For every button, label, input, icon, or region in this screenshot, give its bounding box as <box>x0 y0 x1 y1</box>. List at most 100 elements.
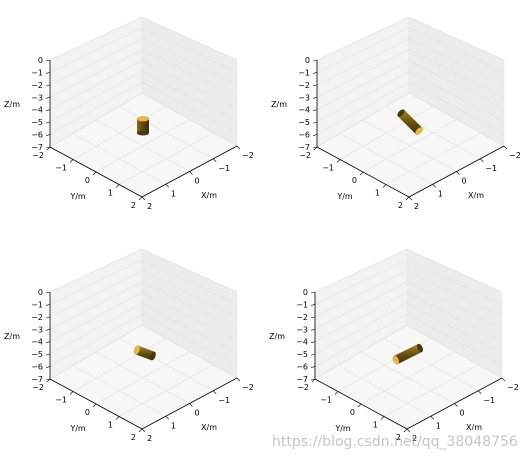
z-tick-label: −5 <box>31 118 43 127</box>
z-tick-label: 0 <box>38 288 43 297</box>
y-gridline <box>118 132 214 185</box>
y-tick-label: 2 <box>131 201 136 210</box>
y-tick <box>115 416 120 420</box>
y-gridline <box>314 324 408 380</box>
y-tick <box>69 159 74 163</box>
y-tick-label: −2 <box>299 151 311 160</box>
y-gridline <box>316 92 410 148</box>
y-tick <box>405 196 410 201</box>
y-tick <box>115 184 120 188</box>
x-tick-label: −1 <box>485 164 497 173</box>
z-gridline <box>316 49 505 98</box>
y-tick <box>311 378 316 383</box>
y-tick <box>403 428 408 433</box>
z-gridline <box>49 302 238 355</box>
z-gridline <box>49 16 238 61</box>
z-tick-label: −2 <box>31 313 43 322</box>
z-tick-label: −1 <box>31 68 43 77</box>
z-gridline <box>49 27 238 73</box>
z-gridline <box>49 49 238 98</box>
z-tick-label: −6 <box>31 131 43 140</box>
z-tick-label: −1 <box>296 300 308 309</box>
y-tick-label: −1 <box>320 396 332 405</box>
z-tick-label: −5 <box>31 350 43 359</box>
z-tick <box>45 146 51 149</box>
y-tick-label: 0 <box>350 408 355 417</box>
z-gridline <box>49 60 238 110</box>
z-tick <box>310 378 316 381</box>
y-tick <box>92 171 97 176</box>
y-tick <box>359 171 364 176</box>
z-tick-label: −2 <box>31 81 43 90</box>
z-tick <box>45 341 51 344</box>
y-tick-label: 0 <box>85 408 90 417</box>
x-tick <box>430 416 434 420</box>
y-gridline <box>383 364 479 417</box>
y-gridline <box>95 351 190 405</box>
z-gridline <box>314 302 503 355</box>
z-tick-label: −1 <box>31 300 43 309</box>
x-tick-label: 2 <box>414 202 419 211</box>
y-tick-label: 2 <box>398 201 403 210</box>
z-tick-label: −2 <box>298 81 310 90</box>
z-gridline <box>314 270 503 318</box>
z-tick-label: −5 <box>296 350 308 359</box>
x-tick-label: 1 <box>171 421 176 430</box>
z-gridline <box>49 313 238 367</box>
watermark: https://blog.csdn.net/qq_38048756 <box>272 434 518 450</box>
y-axis-label: Y/m <box>336 192 353 201</box>
z-tick <box>45 121 51 124</box>
x-tick <box>236 377 241 382</box>
x-tick-label: −2 <box>242 151 254 160</box>
z-tick <box>45 316 51 319</box>
z-tick <box>310 353 316 356</box>
z-gridline <box>316 16 505 61</box>
z-axis-label: Z/m <box>4 100 20 109</box>
y-tick-label: 0 <box>352 176 357 185</box>
y-tick-label: −1 <box>55 164 67 173</box>
x-tick <box>165 184 169 188</box>
x-tick-label: 2 <box>147 202 152 211</box>
y-tick <box>380 416 385 420</box>
z-tick-label: −6 <box>298 131 310 140</box>
z-tick <box>45 59 51 62</box>
z-tick-label: −7 <box>31 143 43 152</box>
z-tick-label: −6 <box>31 363 43 372</box>
x-tick <box>141 196 146 201</box>
z-tick-label: −4 <box>296 338 308 347</box>
z-tick-label: −4 <box>31 106 43 115</box>
y-gridline <box>95 119 190 173</box>
cylinder-object <box>133 345 156 361</box>
x-tick-label: 2 <box>412 434 417 443</box>
z-tick-label: −3 <box>31 325 43 334</box>
y-tick-label: 1 <box>108 189 113 198</box>
z-tick-label: −4 <box>31 338 43 347</box>
y-tick-label: 2 <box>396 433 401 442</box>
z-tick <box>45 72 51 74</box>
x-tick <box>406 428 411 433</box>
y-gridline <box>339 105 433 160</box>
z-tick <box>312 84 318 87</box>
y-tick-label: −2 <box>32 383 44 392</box>
z-gridline <box>316 38 505 86</box>
y-gridline <box>360 351 455 405</box>
z-tick <box>312 134 318 136</box>
y-tick <box>334 391 339 395</box>
y-tick-label: −1 <box>322 164 334 173</box>
z-axis-label: Z/m <box>269 332 285 341</box>
y-tick <box>46 146 51 151</box>
z-tick <box>310 291 316 294</box>
y-gridline <box>118 364 214 417</box>
x-tick <box>480 158 484 162</box>
y-tick <box>313 146 318 151</box>
z-tick <box>45 291 51 294</box>
y-tick <box>138 196 143 201</box>
z-tick <box>312 121 318 124</box>
z-tick-label: −1 <box>298 68 310 77</box>
x-tick-label: −1 <box>483 396 495 405</box>
z-tick <box>310 328 316 331</box>
z-gridline <box>49 281 238 330</box>
z-tick <box>45 366 51 368</box>
x-tick <box>478 390 482 394</box>
